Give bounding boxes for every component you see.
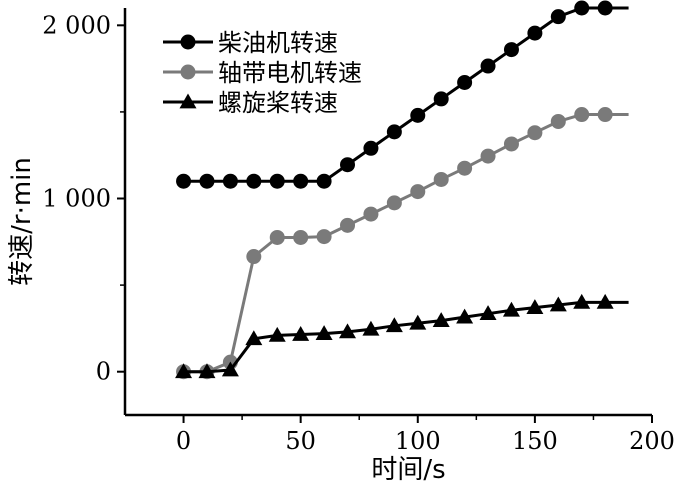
data-point bbox=[293, 229, 309, 245]
data-point bbox=[292, 325, 310, 341]
data-point bbox=[246, 173, 262, 189]
data-point bbox=[433, 171, 449, 187]
data-point bbox=[246, 249, 262, 265]
data-point bbox=[526, 299, 544, 314]
data-point bbox=[433, 91, 449, 107]
data-point bbox=[175, 363, 193, 379]
data-point bbox=[550, 9, 566, 25]
series-3 bbox=[175, 293, 629, 379]
data-point bbox=[176, 173, 192, 189]
data-point bbox=[221, 361, 239, 377]
data-point bbox=[293, 173, 309, 189]
y-tick-label: 1 000 bbox=[42, 185, 111, 213]
legend-label: 轴带电机转速 bbox=[218, 59, 362, 87]
data-point bbox=[269, 173, 285, 189]
data-point bbox=[480, 148, 496, 164]
data-point bbox=[573, 293, 591, 309]
data-point bbox=[198, 363, 216, 379]
series-line bbox=[183, 113, 629, 374]
data-point bbox=[363, 206, 379, 222]
data-point bbox=[410, 107, 426, 123]
data-point bbox=[480, 58, 496, 74]
data-point bbox=[574, 0, 590, 16]
data-point bbox=[269, 229, 285, 245]
legend-label: 柴油机转速 bbox=[218, 29, 338, 57]
y-tick-label: 0 bbox=[96, 358, 111, 386]
data-point bbox=[502, 301, 520, 317]
data-point bbox=[457, 160, 473, 176]
data-point bbox=[268, 326, 286, 342]
data-point bbox=[245, 330, 263, 346]
legend-marker bbox=[180, 64, 196, 80]
data-point bbox=[199, 173, 215, 189]
data-point bbox=[362, 320, 380, 336]
series-2 bbox=[176, 107, 629, 380]
data-point bbox=[479, 305, 497, 321]
data-point bbox=[457, 74, 473, 90]
data-point bbox=[527, 125, 543, 141]
data-point bbox=[316, 229, 332, 245]
legend-marker bbox=[179, 93, 197, 109]
data-point bbox=[363, 140, 379, 156]
data-point bbox=[550, 113, 566, 129]
data-point bbox=[410, 184, 426, 200]
plot-area: 0 50 100 150 200 0 1 000 2 000 柴油机转速轴带电机转速螺旋桨转… bbox=[42, 0, 675, 455]
data-point bbox=[340, 217, 356, 233]
data-point bbox=[385, 317, 403, 333]
data-point bbox=[574, 107, 590, 123]
x-axis-title: 时间/s bbox=[371, 455, 445, 485]
series-layer bbox=[175, 0, 629, 380]
data-point bbox=[386, 195, 402, 211]
data-point bbox=[315, 325, 333, 340]
x-tick-label: 100 bbox=[395, 427, 441, 455]
data-point bbox=[503, 136, 519, 152]
data-point bbox=[456, 308, 474, 324]
data-point bbox=[597, 0, 613, 16]
data-point bbox=[316, 173, 332, 189]
data-point bbox=[432, 312, 450, 327]
legend-marker bbox=[180, 34, 196, 50]
legend-label: 螺旋桨转速 bbox=[218, 89, 338, 117]
x-tick-label: 0 bbox=[176, 427, 191, 455]
x-ticks: 0 50 100 150 200 bbox=[176, 415, 675, 455]
data-point bbox=[222, 173, 238, 189]
data-point bbox=[596, 293, 614, 309]
data-point bbox=[549, 296, 567, 312]
data-point bbox=[340, 157, 356, 173]
y-axis-title: 转速/r·min bbox=[7, 157, 37, 286]
y-tick-label: 2 000 bbox=[42, 11, 111, 39]
data-point bbox=[409, 314, 427, 330]
y-ticks: 0 1 000 2 000 bbox=[42, 11, 125, 386]
data-point bbox=[527, 25, 543, 41]
data-point bbox=[503, 42, 519, 58]
x-tick-label: 50 bbox=[285, 427, 316, 455]
x-tick-label: 200 bbox=[629, 427, 675, 455]
series-1 bbox=[176, 0, 629, 189]
x-tick-label: 150 bbox=[512, 427, 558, 455]
data-point bbox=[597, 107, 613, 123]
data-point bbox=[386, 124, 402, 140]
data-point bbox=[339, 323, 357, 339]
